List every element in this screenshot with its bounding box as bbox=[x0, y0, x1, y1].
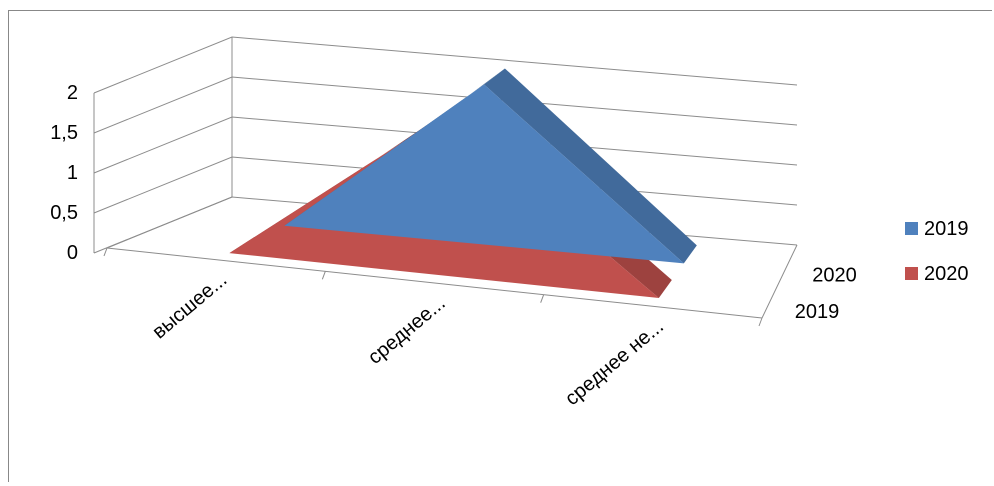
y-tick-label: 0 bbox=[67, 242, 78, 264]
x-tick bbox=[758, 317, 763, 327]
area-front-face bbox=[284, 84, 684, 264]
floor-left-edge bbox=[106, 196, 233, 249]
legend-swatch bbox=[905, 222, 918, 235]
x-category-label: высшее... bbox=[148, 269, 231, 344]
depth-axis-label: 2020 bbox=[812, 264, 857, 286]
gridline bbox=[93, 36, 798, 94]
series-area bbox=[284, 68, 697, 264]
depth-axis-label: 2019 bbox=[795, 301, 840, 323]
depth-axis-line bbox=[761, 244, 798, 319]
chart-frame bbox=[8, 10, 992, 482]
x-tick bbox=[540, 294, 545, 303]
y-tick-label: 2 bbox=[67, 82, 78, 104]
y-tick-label: 0,5 bbox=[50, 202, 78, 224]
x-tick bbox=[321, 271, 326, 280]
x-category-label: среднее не... bbox=[561, 315, 668, 410]
x-category-label: среднее... bbox=[364, 292, 450, 369]
legend-label: 2019 bbox=[924, 218, 969, 240]
x-axis-line bbox=[106, 247, 763, 319]
legend-label: 2020 bbox=[924, 263, 969, 285]
y-tick-label: 1 bbox=[67, 162, 78, 184]
x-tick bbox=[103, 247, 108, 257]
y-tick-label: 1,5 bbox=[50, 122, 78, 144]
area-top-strip bbox=[484, 68, 697, 264]
legend-swatch bbox=[905, 267, 918, 280]
